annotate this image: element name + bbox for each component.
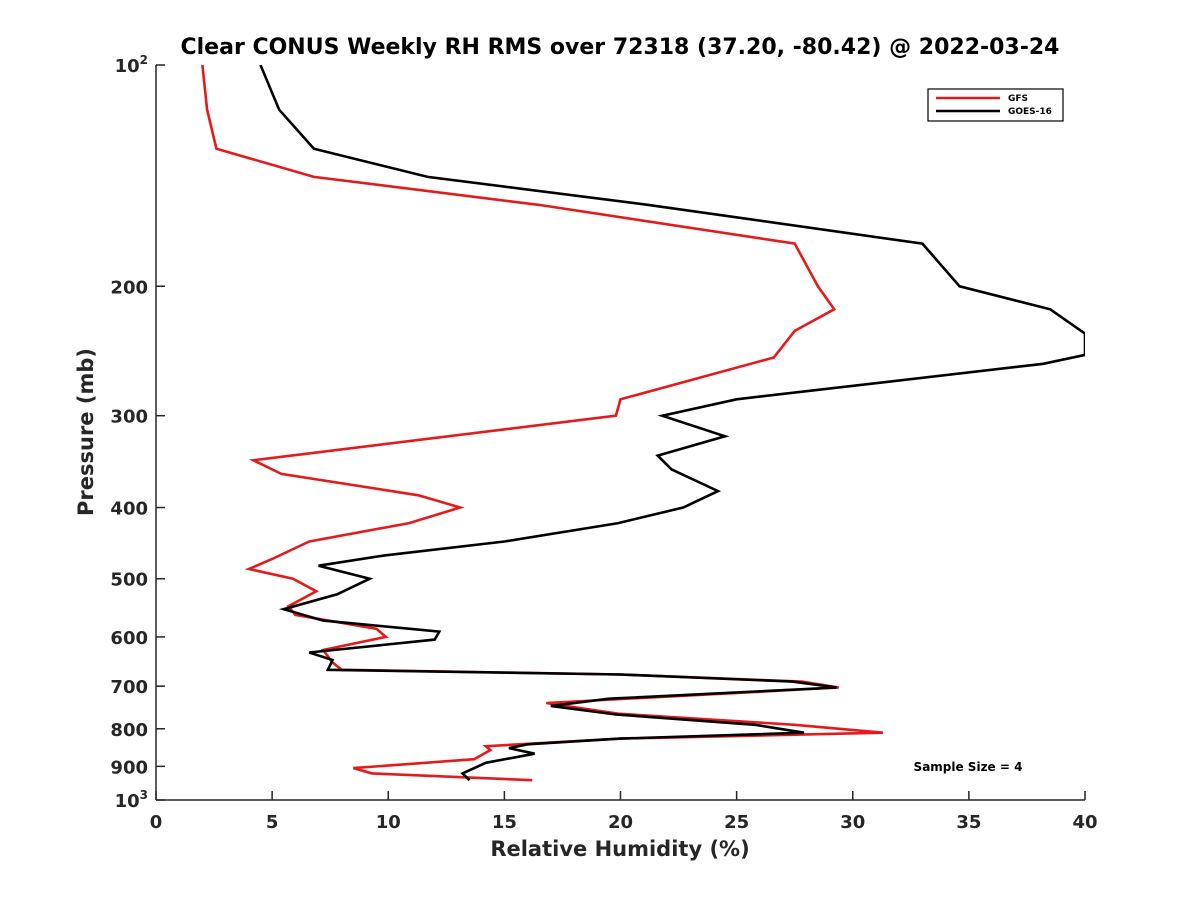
y-tick-label: 700 xyxy=(110,677,148,698)
y-tick-label: 103 xyxy=(115,788,148,812)
x-axis-label: Relative Humidity (%) xyxy=(490,837,749,861)
y-tick-label: 500 xyxy=(110,570,148,591)
y-tick-label: 600 xyxy=(110,628,148,649)
x-tick-label: 20 xyxy=(608,812,633,833)
legend-label: GOES-16 xyxy=(1008,107,1052,117)
sample-size-annotation: Sample Size = 4 xyxy=(914,760,1023,774)
x-tick-label: 15 xyxy=(492,812,517,833)
legend: GFS GOES-16 xyxy=(927,88,1064,122)
legend-label: GFS xyxy=(1008,94,1028,104)
y-axis-label: Pressure (mb) xyxy=(74,348,98,516)
x-tick-label: 25 xyxy=(724,812,749,833)
axes-layer: 0 5 10 15 20 25 30 35 40 102 200 300 400 500 600 700 800… xyxy=(110,53,1097,833)
x-tick-label: 10 xyxy=(376,812,401,833)
y-tick-label: 800 xyxy=(110,720,148,741)
y-tick-label: 200 xyxy=(110,277,148,298)
y-tick-label: 400 xyxy=(110,499,148,520)
plot-area xyxy=(156,65,1085,800)
chart-title: Clear CONUS Weekly RH RMS over 72318 (37… xyxy=(181,35,1060,60)
x-tick-label: 40 xyxy=(1072,812,1097,833)
y-tick-label: 102 xyxy=(115,53,148,77)
series-line-goes-16 xyxy=(259,65,1085,782)
series-line-gfs xyxy=(201,65,884,782)
legend-box xyxy=(927,88,1064,122)
x-tick-label: 35 xyxy=(956,812,981,833)
x-tick-label: 0 xyxy=(150,812,163,833)
series-layer xyxy=(201,65,1085,782)
x-tick-label: 30 xyxy=(840,812,865,833)
x-tick-label: 5 xyxy=(266,812,279,833)
y-tick-label: 900 xyxy=(110,757,148,778)
y-tick-label: 300 xyxy=(110,407,148,428)
